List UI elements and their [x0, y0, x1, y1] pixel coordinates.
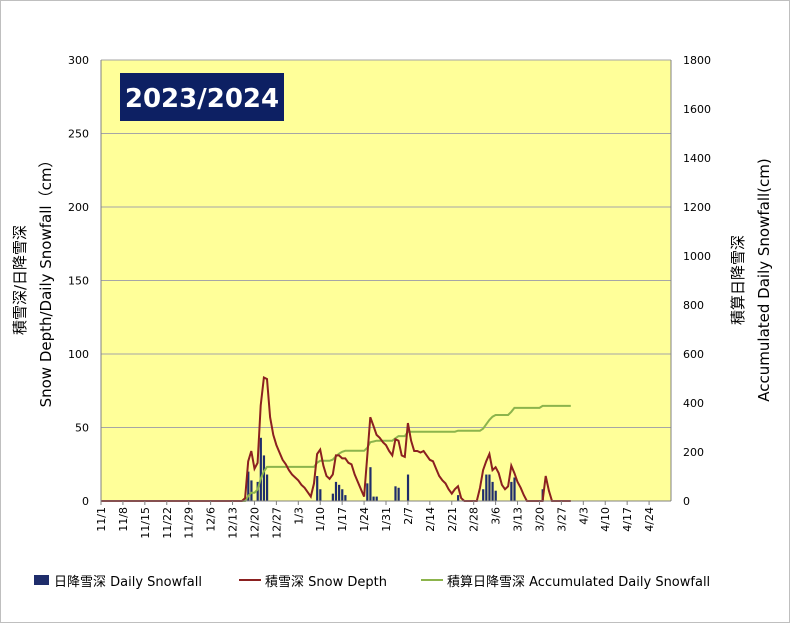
snowfall-bar [256, 481, 259, 501]
x-tick-labels: 11/1 11/8 11/15 11/22 11/29 12/6 12/13 12/20 12/… [95, 501, 656, 539]
x-tick-label: 3/20 [533, 507, 546, 532]
right-tick-label: 600 [683, 348, 704, 361]
left-y-tick-labels: 0 50 100 150 200 250 300 [68, 54, 89, 508]
left-axis-title-line1: 積雪深/日降雪深 [11, 225, 29, 335]
left-axis-title-line2: Snow Depth/Daily Snowfall（cm） [37, 153, 55, 408]
left-tick-label: 300 [68, 54, 89, 67]
snowfall-bar [375, 496, 378, 501]
x-tick-label: 2/21 [446, 507, 459, 532]
x-tick-label: 12/6 [205, 507, 218, 532]
x-tick-label: 4/17 [621, 507, 634, 532]
snowfall-bar [513, 477, 516, 501]
right-tick-label: 200 [683, 446, 704, 459]
x-tick-label: 11/8 [117, 507, 130, 532]
snowfall-bar [262, 455, 266, 501]
x-tick-label: 1/31 [380, 507, 393, 532]
x-tick-label: 2/7 [402, 507, 415, 525]
snowfall-bar [316, 476, 319, 501]
snowfall-bar [510, 481, 513, 501]
snowfall-bar [247, 471, 250, 501]
left-tick-label: 100 [68, 348, 89, 361]
snowfall-bar [259, 437, 262, 501]
left-tick-label: 150 [68, 275, 89, 288]
snowfall-bar [334, 481, 338, 501]
x-tick-label: 11/29 [183, 507, 196, 539]
x-tick-label: 12/27 [270, 507, 283, 539]
left-tick-label: 50 [75, 422, 89, 435]
x-tick-label: 2/28 [468, 507, 481, 532]
snowfall-bar [344, 495, 347, 501]
left-tick-label: 0 [82, 495, 89, 508]
x-tick-label: 1/17 [336, 507, 349, 532]
right-tick-label: 800 [683, 299, 704, 312]
x-tick-label: 4/10 [599, 507, 612, 532]
snowfall-bar [331, 493, 334, 501]
legend-snow-depth-label: 積雪深 Snow Depth [265, 575, 387, 590]
daily-snowfall-bars [247, 437, 544, 501]
right-tick-label: 400 [683, 397, 704, 410]
x-tick-label: 1/3 [292, 507, 305, 525]
right-y-tick-labels: 0 200 400 600 800 1000 1200 1400 1600 1800 [683, 54, 711, 508]
snowfall-bar [265, 474, 269, 501]
snowfall-bar [372, 496, 375, 501]
x-tick-label: 4/24 [643, 507, 656, 532]
legend-daily-snowfall-label: 日降雪深 Daily Snowfall [54, 575, 202, 590]
snowfall-bar [341, 489, 344, 501]
x-tick-label: 11/22 [161, 507, 174, 539]
accumulated-snowfall-line [101, 404, 571, 502]
x-tick-label: 1/24 [358, 507, 371, 532]
legend-accumulated-label: 積算日降雪深 Accumulated Daily Snowfall [447, 575, 710, 590]
left-tick-label: 250 [68, 128, 89, 141]
right-tick-label: 0 [683, 495, 690, 508]
snowfall-bar [491, 481, 494, 501]
snowfall-bar [338, 484, 341, 501]
right-tick-label: 1800 [683, 54, 711, 67]
right-axis-title-line2: Accumulated Daily Snowfall(cm) [755, 158, 773, 401]
snowfall-bar [319, 489, 322, 501]
snowfall-bar [406, 474, 410, 501]
x-tick-label: 11/1 [95, 507, 108, 532]
x-tick-label: 2/14 [424, 507, 437, 532]
snowfall-bar [369, 467, 372, 501]
x-tick-label: 12/13 [227, 507, 240, 539]
right-tick-label: 1200 [683, 201, 711, 214]
x-tick-label: 3/6 [490, 507, 503, 525]
right-tick-label: 1400 [683, 152, 711, 165]
snowfall-bar [250, 480, 253, 501]
snowfall-bar [488, 474, 491, 501]
x-tick-label: 3/13 [512, 507, 525, 532]
x-tick-label: 3/27 [555, 507, 568, 532]
right-tick-label: 1000 [683, 250, 711, 263]
snowfall-bar [394, 486, 397, 501]
season-label: 2023/2024 [125, 84, 279, 114]
legend: 日降雪深 Daily Snowfall 積雪深 Snow Depth 積算日降雪… [34, 575, 710, 590]
x-tick-label: 12/20 [248, 507, 261, 539]
right-tick-label: 1600 [683, 103, 711, 116]
x-tick-label: 11/15 [139, 507, 152, 539]
x-tick-label: 4/3 [577, 507, 590, 525]
x-tick-label: 1/10 [314, 507, 327, 532]
snowfall-bar [457, 495, 460, 501]
right-axis-title-line1: 積算日降雪深 [729, 235, 747, 325]
snowfall-bar [397, 487, 400, 501]
season-label-box [120, 73, 284, 121]
snowfall-bar [482, 489, 485, 501]
snowfall-bar [494, 490, 497, 501]
left-tick-label: 200 [68, 201, 89, 214]
snowfall-bar [485, 474, 488, 501]
snow-depth-line [101, 375, 571, 502]
legend-daily-snowfall-swatch [34, 575, 49, 585]
snowfall-bar [366, 483, 369, 501]
